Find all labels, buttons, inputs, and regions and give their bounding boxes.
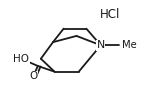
Text: O: O <box>29 71 37 81</box>
Text: HCl: HCl <box>100 8 120 21</box>
Text: N: N <box>97 40 105 50</box>
Text: Me: Me <box>122 40 137 50</box>
Text: HO: HO <box>13 54 29 64</box>
